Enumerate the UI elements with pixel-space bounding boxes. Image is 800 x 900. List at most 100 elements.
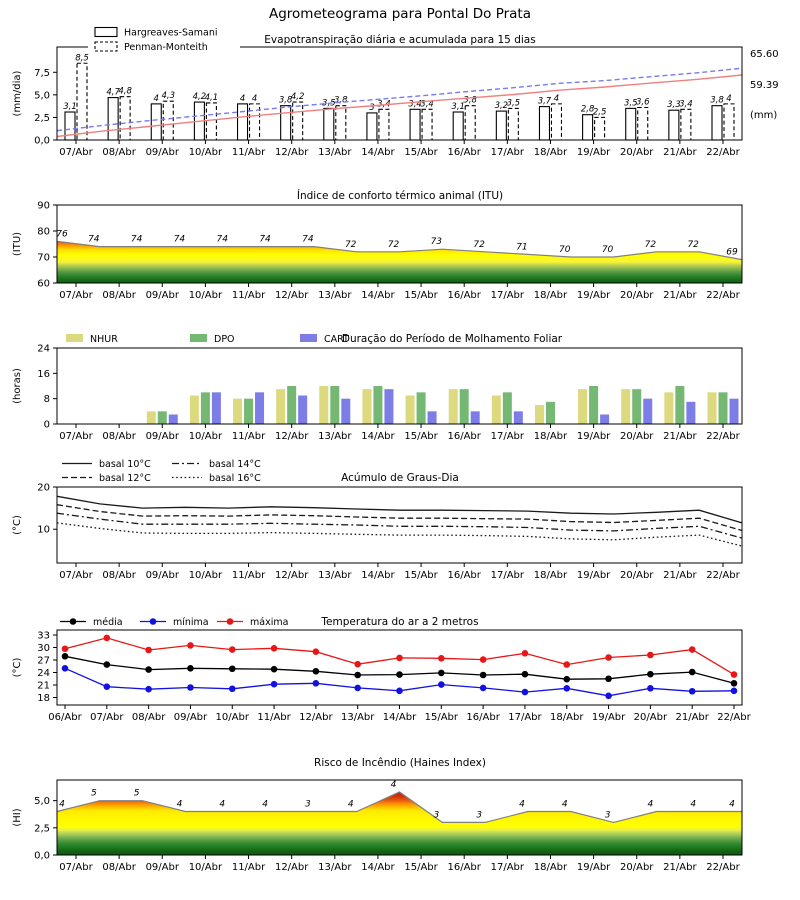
svg-text:19/Abr: 19/Abr [577,431,611,442]
svg-text:4: 4 [648,800,654,810]
svg-text:(ITU): (ITU) [12,232,23,256]
svg-text:(°C): (°C) [12,515,23,535]
svg-text:12/Abr: 12/Abr [275,570,309,581]
svg-text:Duração do Período de Molhamen: Duração do Período de Molhamento Foliar [342,333,563,345]
svg-text:0,0: 0,0 [34,136,50,147]
svg-text:12/Abr: 12/Abr [275,862,309,873]
svg-text:07/Abr: 07/Abr [59,862,93,873]
svg-text:basal 14°C: basal 14°C [209,459,261,470]
svg-text:20/Abr: 20/Abr [620,147,654,158]
svg-text:72: 72 [687,240,699,250]
svg-text:4: 4 [729,800,735,810]
svg-text:3,8: 3,8 [334,96,348,106]
svg-text:3: 3 [605,810,611,820]
svg-text:80: 80 [37,227,50,238]
svg-text:13/Abr: 13/Abr [318,862,352,873]
svg-text:0: 0 [44,420,50,431]
svg-text:19/Abr: 19/Abr [577,147,611,158]
svg-text:65.60: 65.60 [750,49,779,60]
svg-text:70: 70 [559,245,571,255]
svg-text:3: 3 [305,800,311,810]
svg-text:09/Abr: 09/Abr [174,712,208,723]
haines-series: 4 5 5 4 4 4 3 4 4 3 3 4 4 3 4 4 4 [56,780,742,855]
svg-text:DPO: DPO [214,334,235,345]
svg-text:3,8: 3,8 [710,96,724,106]
itu-axes: 60 70 80 90 07/Abr 08/Abr 09/Abr 10/Abr 11/Abr 12… [12,189,743,301]
svg-text:74: 74 [259,235,271,245]
svg-text:14/Abr: 14/Abr [361,290,395,301]
svg-text:(HI): (HI) [12,808,23,826]
svg-text:24: 24 [37,344,50,355]
svg-text:(°C): (°C) [12,658,23,678]
svg-text:2,5: 2,5 [593,107,607,117]
svg-text:17/Abr: 17/Abr [491,431,525,442]
svg-text:21: 21 [37,681,50,692]
svg-text:21/Abr: 21/Abr [663,147,697,158]
svg-text:22/Abr: 22/Abr [706,431,740,442]
svg-text:14/Abr: 14/Abr [361,431,395,442]
svg-text:4,3: 4,3 [162,91,176,101]
svg-text:13/Abr: 13/Abr [318,431,352,442]
svg-text:18/Abr: 18/Abr [534,431,568,442]
svg-text:12/Abr: 12/Abr [299,712,333,723]
svg-text:3: 3 [476,810,482,820]
svg-text:3,7: 3,7 [538,97,552,107]
svg-text:08/Abr: 08/Abr [102,431,136,442]
svg-text:15/Abr: 15/Abr [404,862,438,873]
svg-text:21/Abr: 21/Abr [663,290,697,301]
svg-text:3: 3 [369,103,374,113]
svg-text:16/Abr: 16/Abr [447,862,481,873]
svg-text:20/Abr: 20/Abr [620,570,654,581]
svg-text:16/Abr: 16/Abr [447,290,481,301]
degree-days-chart: 10 20 07/Abr 08/Abr 09/Abr 10/Abr 11/Abr 12/Abr… [12,459,743,581]
svg-text:13/Abr: 13/Abr [341,712,375,723]
svg-text:basal 16°C: basal 16°C [209,473,261,484]
svg-text:3,4: 3,4 [679,99,693,109]
svg-text:72: 72 [473,240,485,250]
svg-text:20/Abr: 20/Abr [620,290,654,301]
molhamento-axes: 0 8 16 24 07/Abr 08/Abr 09/Abr 10/Abr 11/Abr 12/A… [12,333,743,442]
svg-text:09/Abr: 09/Abr [146,147,180,158]
temperatura-legend: média mínima máxima [60,617,288,628]
svg-text:10/Abr: 10/Abr [189,570,223,581]
graus_dia-axes: 10 20 07/Abr 08/Abr 09/Abr 10/Abr 11/Abr 12/Abr… [12,472,743,581]
svg-text:19/Abr: 19/Abr [577,570,611,581]
svg-text:3,3: 3,3 [667,100,681,110]
svg-text:Evapotranspiração diária e acu: Evapotranspiração diária e acumulada par… [264,34,535,46]
molhamento-legend: NHUR DPO CART [66,334,349,345]
graus_dia-legend: basal 10°C basal 12°C basal 14°C basal 16°C [62,459,261,484]
svg-text:Hargreaves-Samani: Hargreaves-Samani [124,28,218,39]
svg-text:17/Abr: 17/Abr [491,862,525,873]
svg-text:21/Abr: 21/Abr [675,712,709,723]
svg-text:3,5: 3,5 [624,98,638,108]
svg-text:19/Abr: 19/Abr [577,290,611,301]
svg-text:22/Abr: 22/Abr [706,290,740,301]
svg-text:08/Abr: 08/Abr [102,147,136,158]
svg-text:15/Abr: 15/Abr [404,431,438,442]
svg-text:07/Abr: 07/Abr [59,570,93,581]
svg-text:4,2: 4,2 [193,92,207,102]
svg-text:4: 4 [252,94,257,104]
svg-text:22/Abr: 22/Abr [717,712,751,723]
svg-text:4: 4 [554,94,559,104]
svg-text:20: 20 [37,483,50,494]
evapotranspiration-chart: 3,18,54,74,84 4,3 4,24,1 4 4 3,84,23,53,83 3,4… [12,25,779,158]
svg-text:06/Abr: 06/Abr [48,712,82,723]
graus_dia-series [56,495,743,547]
svg-text:4: 4 [726,94,731,104]
svg-text:4,2: 4,2 [291,92,305,102]
svg-text:3,6: 3,6 [636,97,650,107]
svg-text:90: 90 [37,201,50,212]
svg-text:16/Abr: 16/Abr [447,147,481,158]
svg-text:4: 4 [348,800,354,810]
svg-text:20/Abr: 20/Abr [620,431,654,442]
itu-series: 76 74 74 74 74 74 74 72 72 73 72 71 70 70 72 72 69 [56,229,743,283]
svg-text:4,1: 4,1 [205,93,219,103]
svg-text:13/Abr: 13/Abr [318,570,352,581]
leaf-wetness-chart: 0 8 16 24 07/Abr 08/Abr 09/Abr 10/Abr 11/Abr 12/A… [12,333,743,442]
svg-text:Acúmulo de Graus-Dia: Acúmulo de Graus-Dia [341,472,459,484]
svg-text:07/Abr: 07/Abr [90,712,124,723]
svg-text:3,1: 3,1 [451,102,465,112]
svg-text:5: 5 [134,789,140,799]
